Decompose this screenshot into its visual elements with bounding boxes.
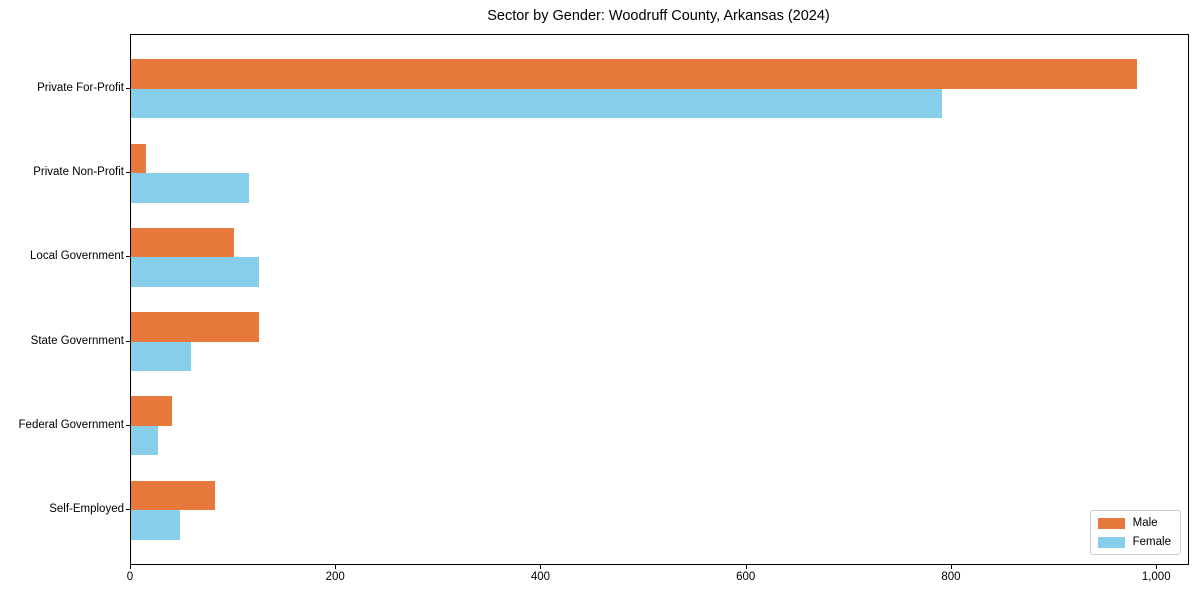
y-tick [126,256,130,258]
bar-female-1 [131,173,249,203]
legend-label-male: Male [1132,517,1158,529]
legend-label-female: Female [1132,536,1171,548]
x-axis-label-0: 0 [126,571,134,583]
legend-swatch-male [1097,517,1125,529]
y-axis-label-1: Private Non-Profit [33,166,124,179]
bar-male-5 [131,480,216,511]
bar-male-0 [131,59,1137,89]
y-axis-label-4: Federal Government [18,418,124,431]
x-axis-label-2: 400 [530,571,551,583]
bar-male-4 [131,396,173,426]
bar-female-3 [131,341,191,372]
legend-swatch-female [1097,536,1125,548]
x-tick [1156,565,1158,569]
x-tick [950,565,952,569]
x-tick [335,565,337,569]
legend-item-female: Female [1097,535,1171,549]
bar-male-2 [131,227,234,258]
y-tick [126,172,130,174]
x-tick [745,565,747,569]
y-tick [126,87,130,89]
x-axis-label-4: 800 [941,571,961,583]
y-tick [126,424,130,426]
x-tick [130,565,131,569]
x-axis-label-5: 1,000 [1141,571,1171,583]
bar-female-2 [131,257,260,287]
chart-title: Sector by Gender: Woodruff County, Arkan… [487,8,830,24]
legend: Male Female [1089,510,1181,555]
y-axis-label-2: Local Government [30,250,124,263]
bar-female-4 [131,425,158,456]
plot-area: Male Female [130,34,1189,565]
bar-male-1 [131,143,147,174]
x-axis-label-3: 600 [736,571,756,583]
y-axis-label-5: Self-Employed [49,503,124,516]
legend-item-male: Male [1097,516,1171,530]
x-tick [540,565,542,569]
bar-female-5 [131,510,181,540]
y-axis-label-0: Private For-Profit [37,81,124,94]
y-axis-label-3: State Government [30,334,124,347]
y-tick [126,340,130,342]
bar-female-0 [131,88,942,119]
x-axis-label-1: 200 [325,571,345,583]
bar-male-3 [131,312,260,342]
y-tick [126,509,130,511]
